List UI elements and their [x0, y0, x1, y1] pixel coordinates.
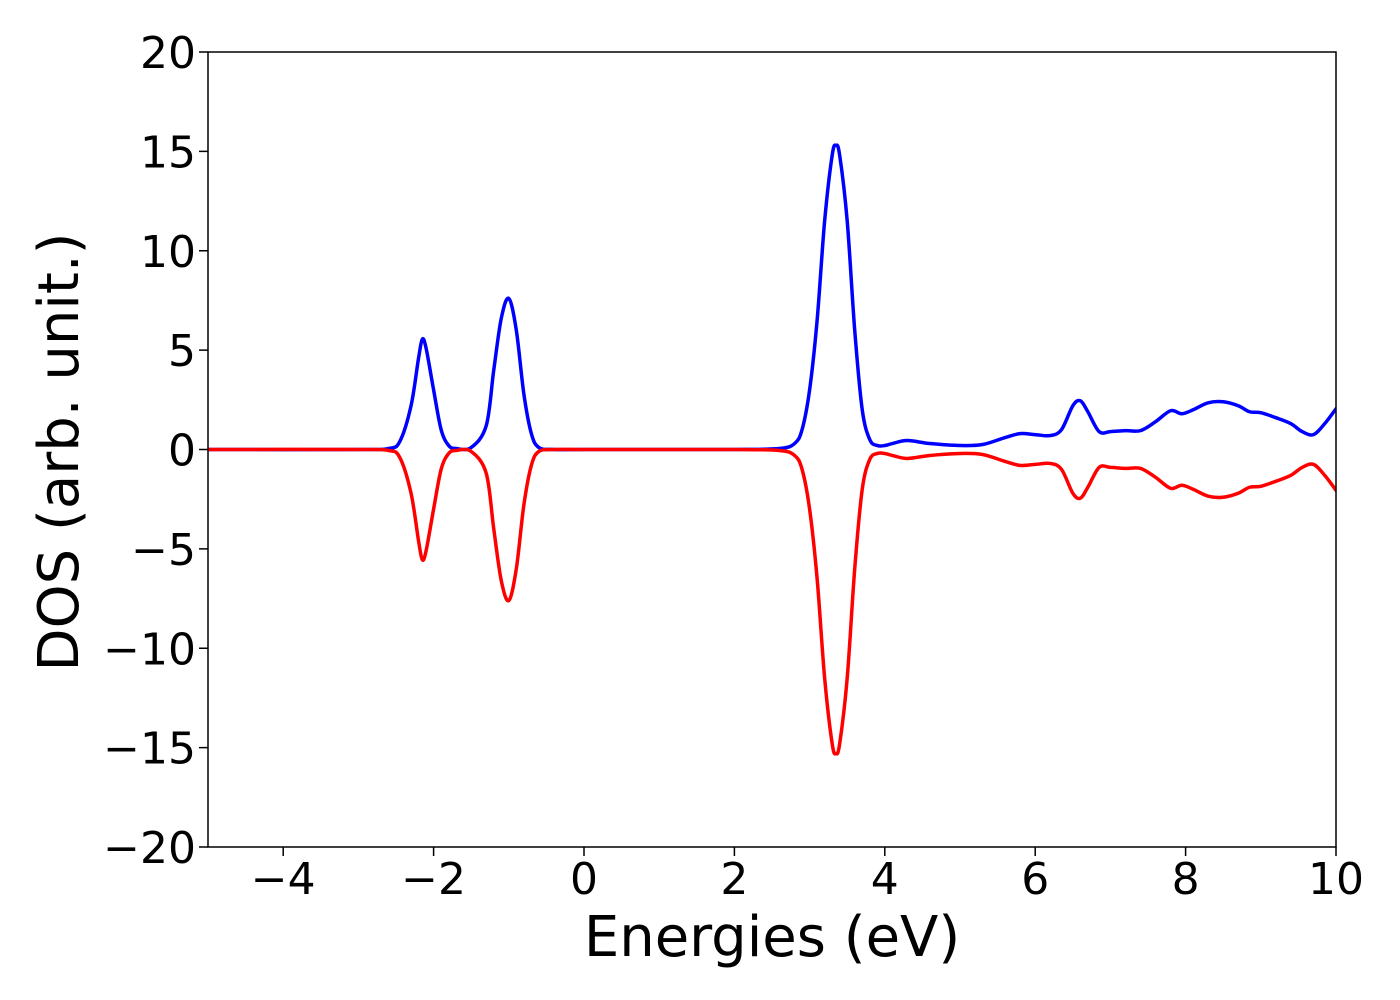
y-tick-label: −15	[103, 724, 196, 775]
y-axis-label: DOS (arb. unit.)	[27, 232, 92, 671]
series-line-2	[208, 447, 1336, 756]
series-line-1	[208, 143, 1336, 452]
x-axis-label: Energies (eV)	[584, 905, 960, 970]
y-tick-label: 20	[140, 28, 196, 79]
x-tick-label: −4	[251, 854, 316, 905]
y-tick-label: 15	[140, 127, 196, 178]
x-tick-label: 2	[720, 854, 748, 905]
y-tick-label: −20	[103, 823, 196, 874]
x-tick-label: 0	[570, 854, 598, 905]
y-tick-label: 5	[168, 326, 196, 377]
x-tick-label: 10	[1308, 854, 1364, 905]
y-tick-label: 10	[140, 227, 196, 278]
x-axis-ticks: −4 −2 0 2 4 6 8 10	[251, 847, 1364, 905]
y-tick-label: −10	[103, 624, 196, 675]
y-tick-label: 0	[168, 426, 196, 477]
x-tick-label: 6	[1021, 854, 1049, 905]
y-axis-ticks: 20 15 10 5 0 −5 −10 −15 −20	[103, 28, 208, 874]
x-tick-label: 4	[871, 854, 899, 905]
x-tick-label: 8	[1172, 854, 1200, 905]
x-tick-label: −2	[401, 854, 466, 905]
series-layer	[208, 143, 1336, 756]
y-tick-label: −5	[131, 525, 196, 576]
